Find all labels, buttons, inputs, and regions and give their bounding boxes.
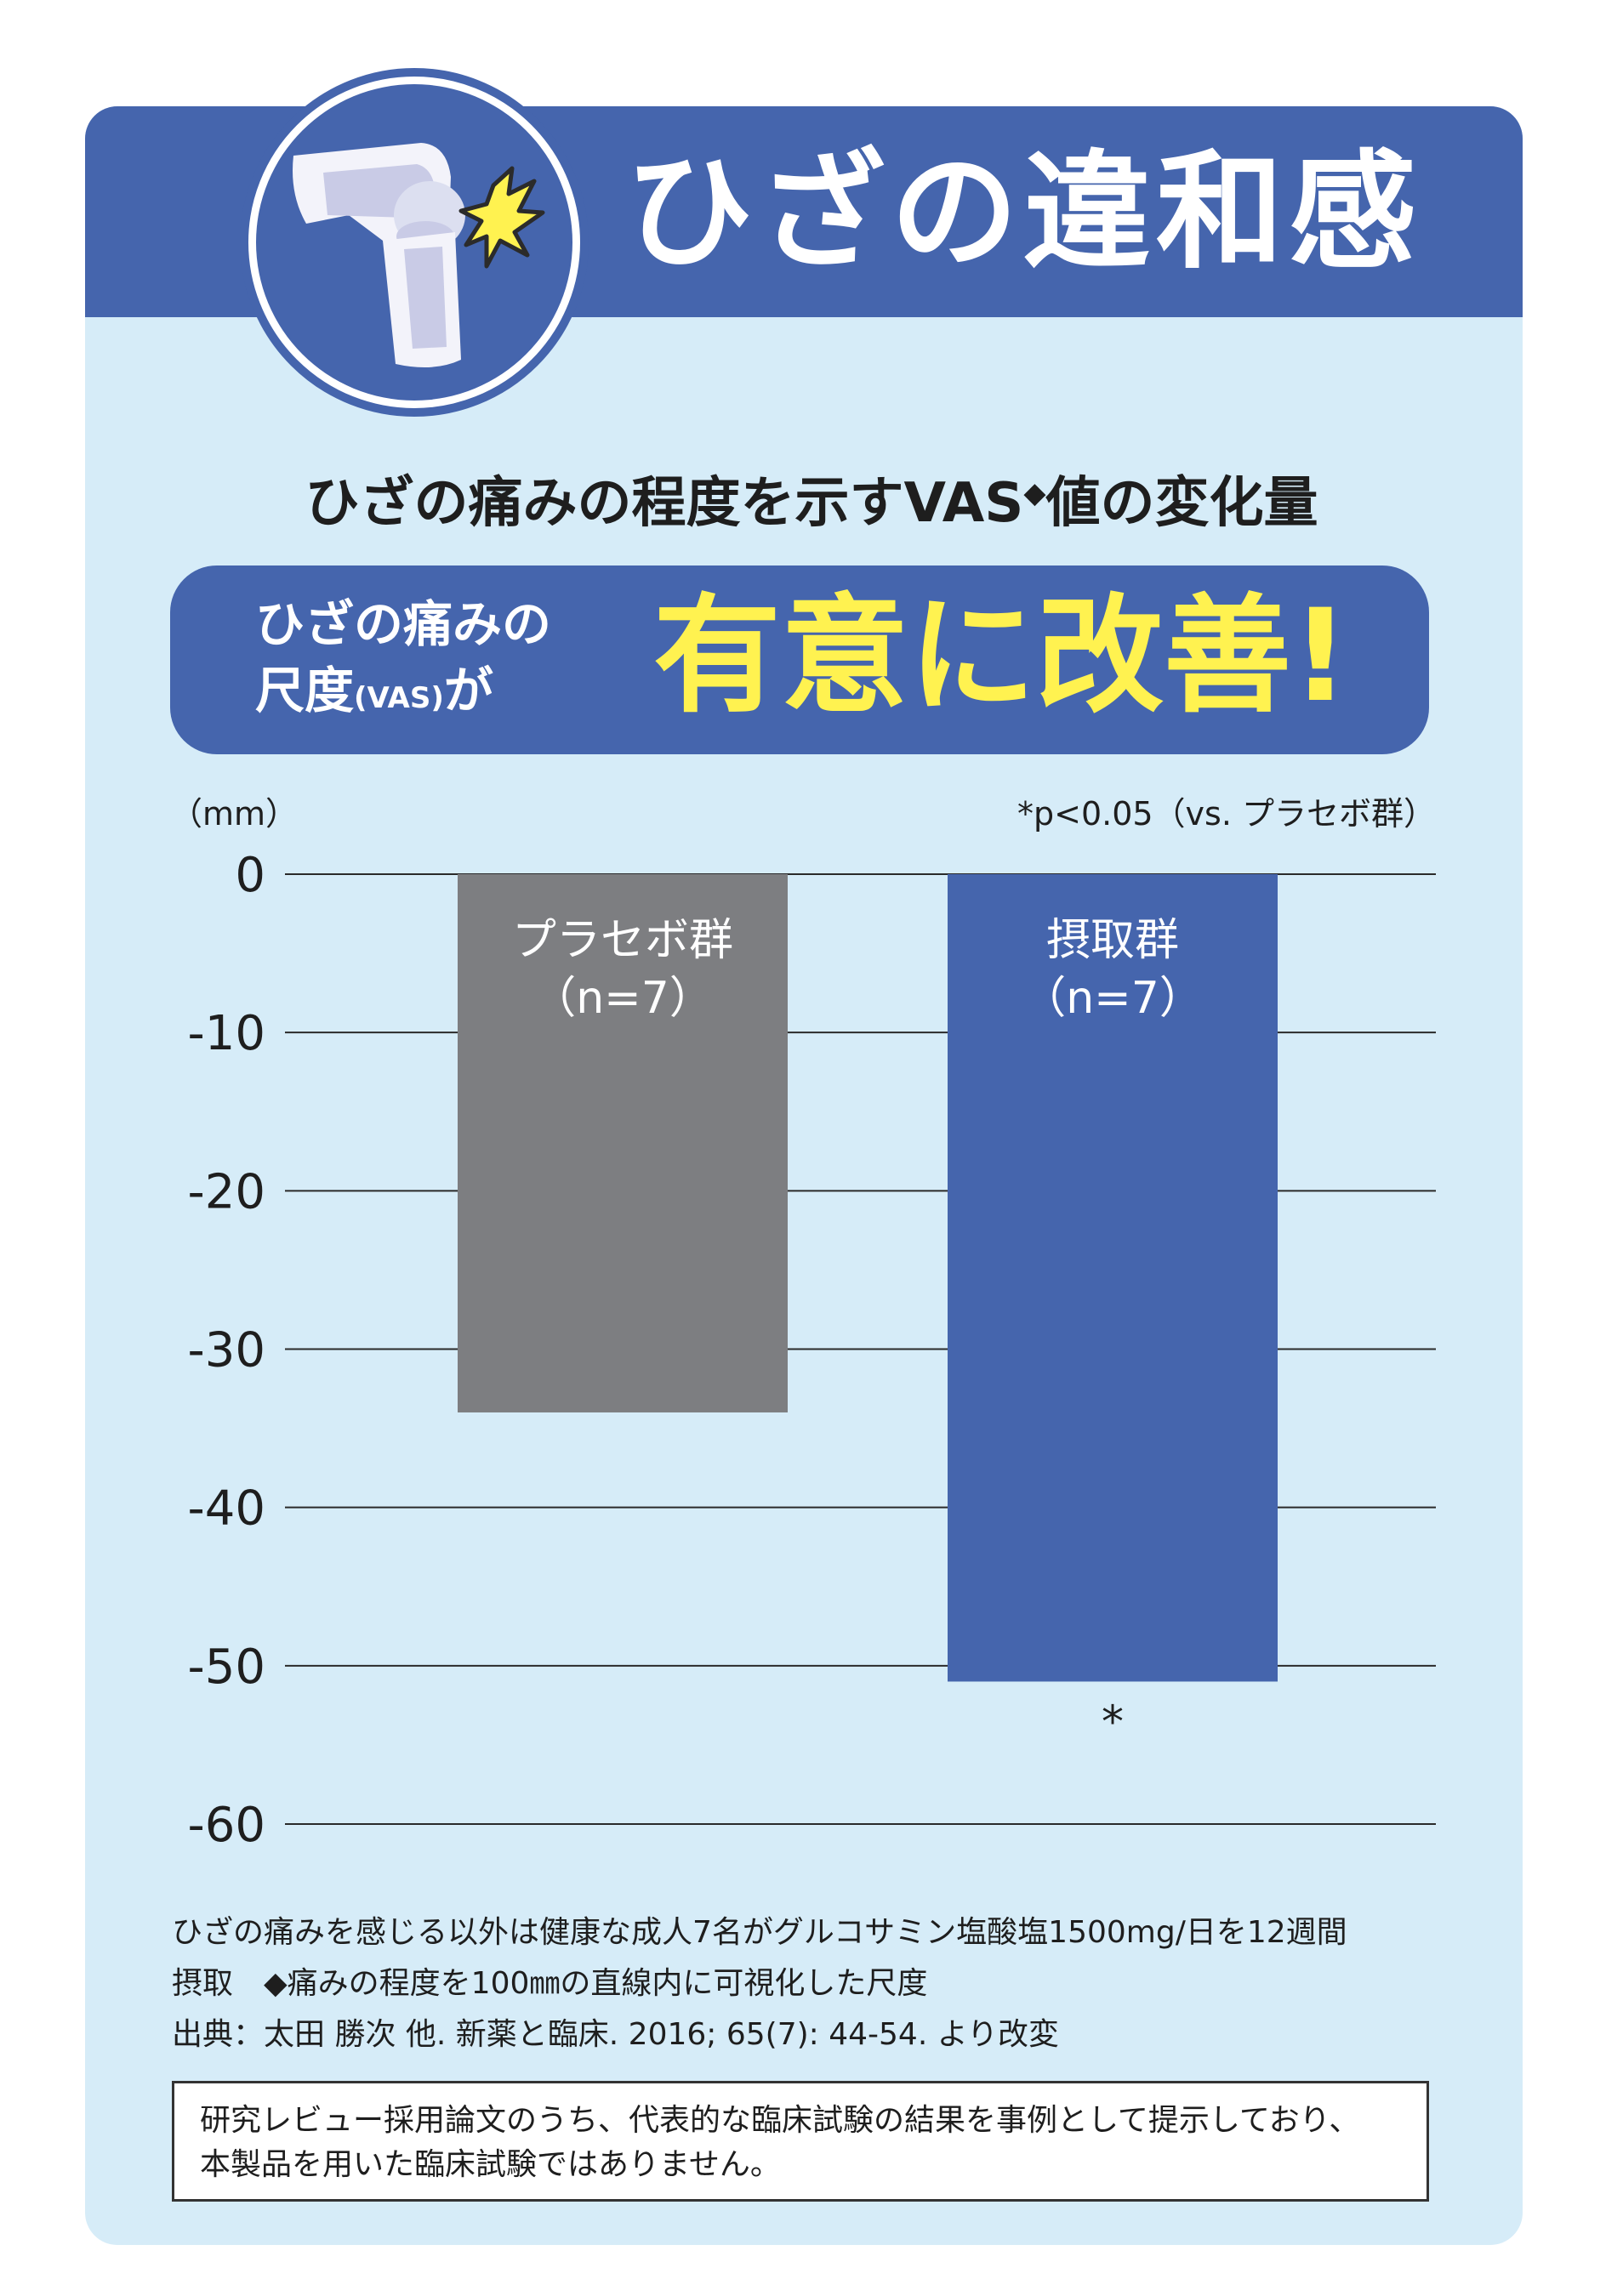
disclaimer-box: 研究レビュー採用論文のうち、代表的な臨床試験の結果を事例として提示しており、 本… (172, 2081, 1429, 2202)
banner-caption: ひざの痛みの 尺度(VAS)が (255, 595, 552, 719)
y-unit-label: （mm） (170, 795, 298, 833)
y-tick-label: -20 (188, 1164, 265, 1219)
y-tick-label: 0 (235, 848, 265, 903)
y-tick-label: -10 (188, 1006, 265, 1061)
bar-label: （n=7） (532, 973, 714, 1024)
page-title: ひざの違和感 (625, 139, 1422, 287)
knee-pain-icon (238, 66, 590, 418)
note-line: 摂取 ◆痛みの程度を100㎜の直線内に可視化した尺度 (172, 1966, 928, 2001)
chart-subtitle: ひざの痛みの程度を示すVAS◆値の変化量 (305, 472, 1318, 535)
bar-chart: 0 -10 -20 -30 -40 -50 -60 （mm） *p<0.05（vs. プラセボ群… (170, 795, 1436, 1853)
bar (948, 874, 1278, 1682)
bar-label: プラセボ群 (512, 915, 733, 966)
bar (458, 874, 788, 1412)
y-tick-label: -30 (188, 1323, 265, 1378)
banner-headline: 有意に改善! (653, 583, 1350, 730)
significance-note: *p<0.05（vs. プラセボ群） (1017, 795, 1436, 833)
y-tick-label: -60 (188, 1798, 265, 1853)
diamond-icon: ◆ (1023, 476, 1046, 510)
result-banner: ひざの痛みの 尺度(VAS)が 有意に改善! (170, 565, 1429, 754)
study-notes: ひざの痛みを感じる以外は健康な成人7名がグルコサミン塩酸塩1500mg/日を12… (172, 1907, 1347, 2060)
y-tick-label: -50 (188, 1640, 265, 1695)
bar-label: 摂取群 (1046, 915, 1179, 966)
disclaimer-line: 本製品を用いた臨床試験ではありません。 (200, 2147, 781, 2182)
y-tick-label: -40 (188, 1481, 265, 1537)
significance-mark: * (1102, 1696, 1124, 1748)
infographic-card: ひざの違和感 (85, 106, 1523, 2245)
disclaimer-line: 研究レビュー採用論文のうち、代表的な臨床試験の結果を事例として提示しており、 (200, 2103, 1360, 2138)
note-line: 出典：太田 勝次 他. 新薬と臨床. 2016; 65(7): 44-54. よ… (172, 2017, 1059, 2052)
bar-label: （n=7） (1022, 973, 1204, 1024)
note-line: ひざの痛みを感じる以外は健康な成人7名がグルコサミン塩酸塩1500mg/日を12… (172, 1915, 1347, 1950)
